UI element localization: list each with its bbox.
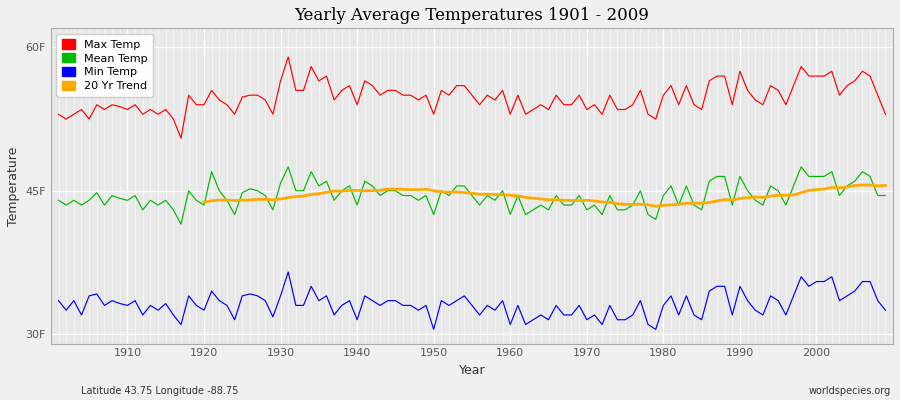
Y-axis label: Temperature: Temperature: [7, 146, 20, 226]
Legend: Max Temp, Mean Temp, Min Temp, 20 Yr Trend: Max Temp, Mean Temp, Min Temp, 20 Yr Tre…: [57, 34, 153, 97]
Text: Latitude 43.75 Longitude -88.75: Latitude 43.75 Longitude -88.75: [81, 386, 239, 396]
Title: Yearly Average Temperatures 1901 - 2009: Yearly Average Temperatures 1901 - 2009: [294, 7, 650, 24]
X-axis label: Year: Year: [459, 364, 485, 377]
Text: worldspecies.org: worldspecies.org: [809, 386, 891, 396]
